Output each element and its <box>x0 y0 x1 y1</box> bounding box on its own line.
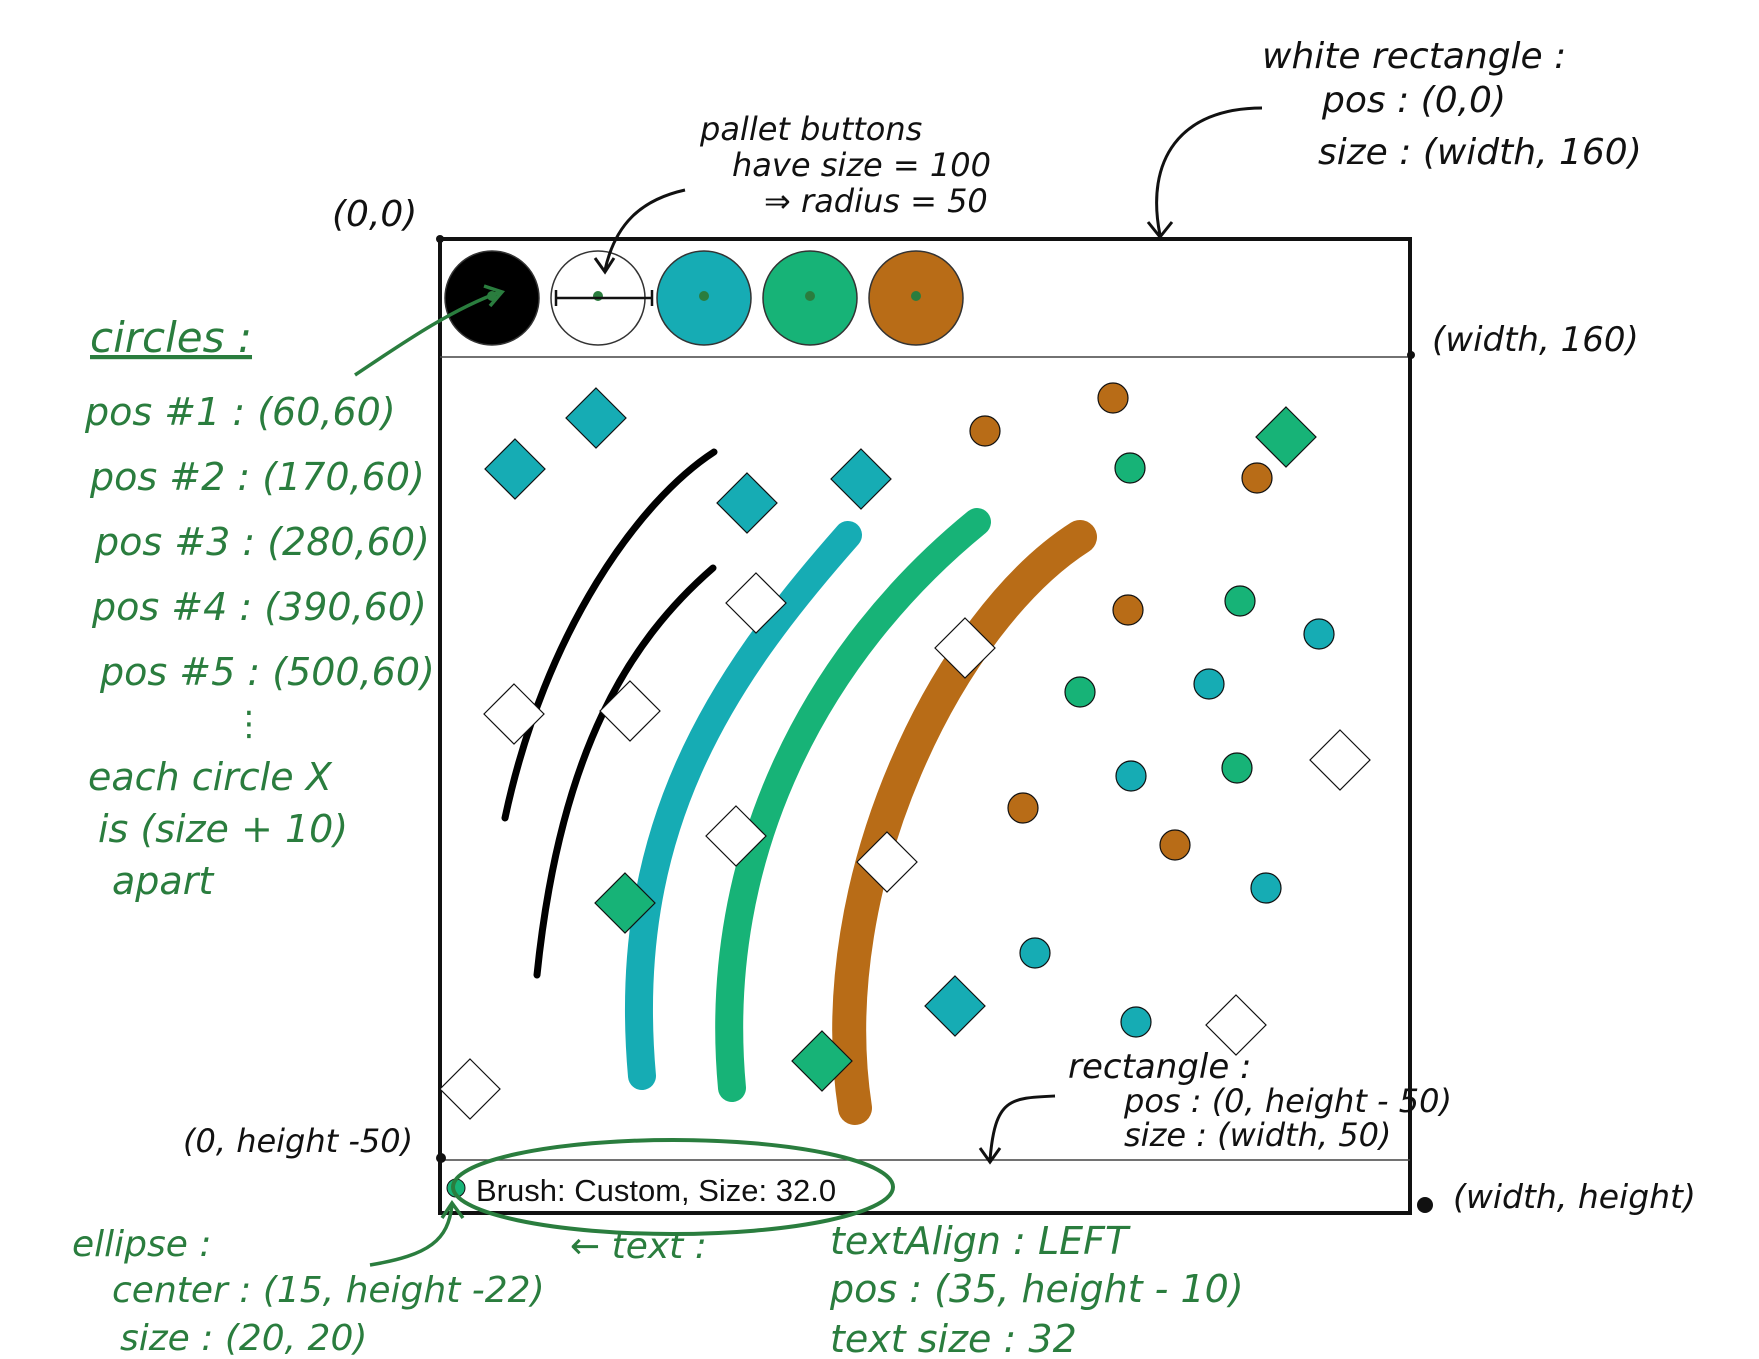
dot-orange <box>1007 792 1039 824</box>
dot-orange <box>1112 594 1144 626</box>
diamond-teal <box>924 975 986 1037</box>
status-text-highlight-ellipse <box>451 1138 895 1236</box>
corner-dot-bottom-left <box>436 1153 446 1163</box>
circles-note-pos-5: pos #5 : (500,60) <box>99 650 435 694</box>
bottom-rect-note-title: rectangle : <box>1068 1047 1252 1087</box>
dot-orange <box>969 415 1001 447</box>
pallet-note-line2: have size = 100 <box>732 146 991 184</box>
label-bottom-left: (0, height -50) <box>183 1122 413 1160</box>
dot-teal <box>1120 1006 1152 1038</box>
palette-bar <box>444 250 964 346</box>
white-rect-note-title: white rectangle : <box>1262 36 1566 77</box>
dot-green <box>1221 752 1253 784</box>
dot-orange <box>1241 462 1273 494</box>
white-rect-note-size: size : (width, 160) <box>1318 132 1642 173</box>
palette-center-dot <box>593 291 603 301</box>
diamond-white <box>483 683 545 745</box>
bottom-rect-arrow <box>978 1094 1056 1165</box>
palette-center-dot <box>699 291 709 301</box>
diamond-white <box>1205 994 1267 1056</box>
brush-stroke-orange <box>832 520 1097 1125</box>
diamond-teal <box>830 448 892 510</box>
brush-stroke-green <box>715 508 991 1102</box>
text-note-label: ← text : <box>570 1226 707 1267</box>
dot-teal <box>1019 937 1051 969</box>
bottom-rect-note-size: size : (width, 50) <box>1124 1116 1391 1154</box>
diamond-green <box>791 1030 853 1092</box>
dot-teal <box>1303 618 1335 650</box>
diamond-green <box>594 872 656 934</box>
diamond-white <box>725 572 787 634</box>
circles-arrow <box>354 284 506 377</box>
circles-note-title: circles : <box>90 313 252 362</box>
ellipse-note-size: size : (20, 20) <box>120 1318 367 1359</box>
text-note-align: textAlign : LEFT <box>830 1219 1131 1263</box>
white-rect-note-pos: pos : (0,0) <box>1321 80 1506 121</box>
corner-dot-top-left <box>436 235 444 243</box>
dot-teal <box>1115 760 1147 792</box>
dot-green <box>1114 452 1146 484</box>
diamond-green <box>1255 406 1317 468</box>
circles-note-spacing-2: is (size + 10) <box>98 807 348 851</box>
label-bottom-right: (width, height) <box>1453 1177 1696 1216</box>
diamond-white <box>705 805 767 867</box>
diamond-white <box>1309 729 1371 791</box>
diamond-white <box>599 680 661 742</box>
circles-note-pos-2: pos #2 : (170,60) <box>89 455 425 499</box>
diamond-white <box>439 1058 501 1120</box>
dot-green <box>1064 676 1096 708</box>
circles-note-pos-1: pos #1 : (60,60) <box>84 390 396 434</box>
circles-note-spacing-3: apart <box>112 859 215 903</box>
pallet-arrow <box>593 188 686 275</box>
ellipse-arrow <box>369 1199 465 1267</box>
ellipse-note-title: ellipse : <box>72 1224 211 1265</box>
brush-stroke-teal <box>625 521 862 1090</box>
brush-strokes <box>501 448 1097 1125</box>
palette-center-dot <box>911 291 921 301</box>
pallet-note-line1: pallet buttons <box>699 110 922 148</box>
dot-orange <box>1159 829 1191 861</box>
status-text: Brush: Custom, Size: 32.0 <box>476 1173 836 1208</box>
diamond-teal <box>565 387 627 449</box>
dot-green <box>1224 585 1256 617</box>
circles-note-pos-3: pos #3 : (280,60) <box>94 520 430 564</box>
corner-dot-top-right <box>1407 351 1415 359</box>
dot-teal <box>1193 668 1225 700</box>
text-note-size: text size : 32 <box>830 1317 1077 1359</box>
circles-note-spacing-1: each circle X <box>88 755 333 799</box>
ellipse-note-center: center : (15, height -22) <box>112 1270 545 1311</box>
brush-stroke-black <box>501 448 718 822</box>
label-top-right: (width, 160) <box>1432 320 1639 360</box>
circles-note-ellipsis: ⋮ <box>232 704 266 744</box>
stamp-shapes <box>439 382 1371 1120</box>
text-note-pos: pos : (35, height - 10) <box>829 1267 1244 1311</box>
diamond-teal <box>484 438 546 500</box>
radius-arrow <box>554 290 654 306</box>
diamond-teal <box>716 472 778 534</box>
diamond-white <box>934 617 996 679</box>
circles-note-pos-4: pos #4 : (390,60) <box>91 585 427 629</box>
dot-teal <box>1250 872 1282 904</box>
label-origin: (0,0) <box>332 194 417 235</box>
pallet-note-line3: ⇒ radius = 50 <box>764 182 988 220</box>
palette-center-dot <box>805 291 815 301</box>
dot-orange <box>1097 382 1129 414</box>
bottom-rect-note-pos: pos : (0, height - 50) <box>1123 1082 1452 1120</box>
white-rect-arrow <box>1146 106 1263 240</box>
corner-dot-bottom-right <box>1417 1197 1433 1213</box>
diamond-white <box>856 831 918 893</box>
